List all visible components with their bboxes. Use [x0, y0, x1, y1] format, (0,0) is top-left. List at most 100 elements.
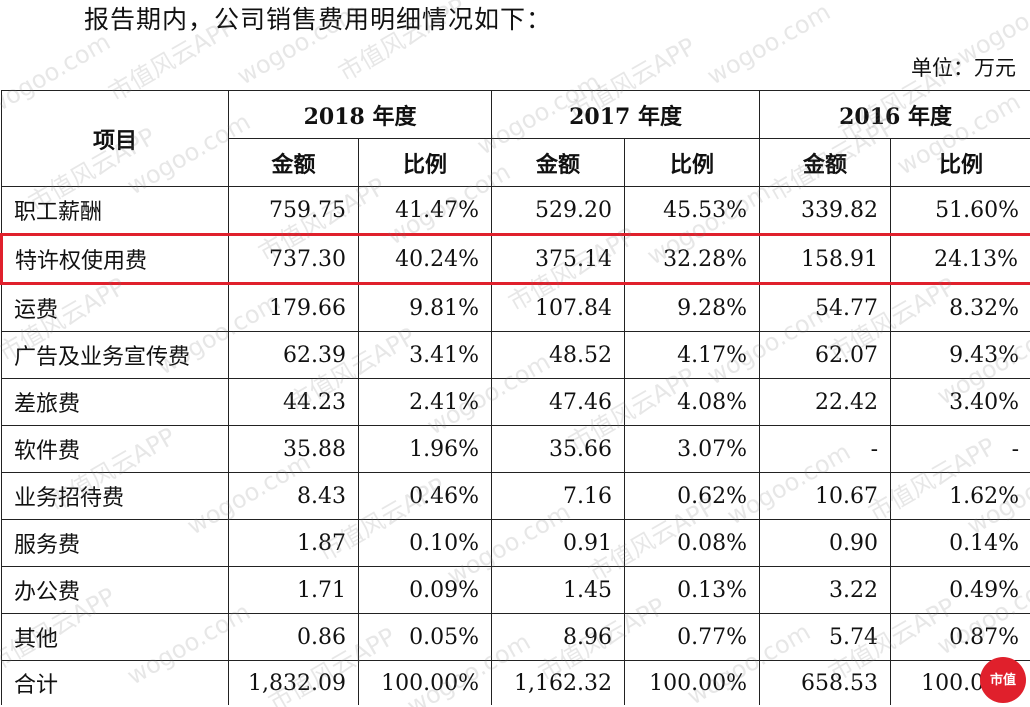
- brand-logo: 市值: [980, 657, 1026, 703]
- watermark-text: wogoo.com: [702, 0, 836, 91]
- ratio-cell: 9.81%: [357, 283, 493, 332]
- ratio-cell: 0.62%: [624, 472, 761, 520]
- header-year-2018: 2018 年度: [227, 90, 493, 139]
- ratio-cell: 4.17%: [624, 331, 761, 379]
- ratio-cell: 41.47%: [357, 186, 493, 235]
- ratio-cell: 0.10%: [357, 519, 493, 567]
- amount-cell: 10.67: [759, 472, 892, 520]
- amount-cell: 5.74: [759, 613, 892, 661]
- table-row: 服务费 1.87 0.10% 0.91 0.08% 0.90 0.14%: [1, 519, 1030, 567]
- amount-cell: 0.86: [228, 613, 359, 661]
- header-row-years: 项目 2018 年度 2017 年度 2016 年度: [1, 90, 1030, 187]
- table-row: 其他 0.86 0.05% 8.96 0.77% 5.74 0.87%: [1, 613, 1030, 661]
- row-item-label: 软件费: [1, 425, 229, 473]
- table-row: 广告及业务宣传费 62.39 3.41% 48.52 4.17% 62.07 9.43%: [1, 331, 1030, 379]
- amount-cell: 47.46: [491, 378, 626, 426]
- ratio-cell: 45.53%: [624, 186, 761, 235]
- amount-cell: 658.53: [759, 660, 892, 705]
- ratio-cell: 0.13%: [624, 566, 761, 614]
- table-row: 软件费 35.88 1.96% 35.66 3.07% - -: [1, 425, 1030, 473]
- row-item-label: 办公费: [1, 566, 229, 614]
- table-row: 运费 179.66 9.81% 107.84 9.28% 54.77 8.32%: [1, 283, 1030, 332]
- ratio-cell: -: [890, 425, 1030, 473]
- amount-cell: 7.16: [491, 472, 626, 520]
- amount-cell: 0.90: [759, 519, 892, 567]
- amount-cell: 54.77: [759, 283, 892, 332]
- ratio-cell: 0.08%: [624, 519, 761, 567]
- amount-cell: 1.71: [228, 566, 359, 614]
- amount-cell: 44.23: [228, 378, 359, 426]
- row-item-label: 运费: [1, 283, 229, 332]
- row-item-label: 职工薪酬: [1, 186, 229, 235]
- row-item-label: 合计: [1, 660, 229, 705]
- ratio-cell: 8.32%: [890, 283, 1030, 332]
- header-ratio: 比例: [890, 138, 1030, 187]
- header-ratio: 比例: [624, 138, 761, 187]
- ratio-cell: 100.00%: [624, 660, 761, 705]
- header-year-2016: 2016 年度: [759, 90, 1030, 139]
- table-body: 职工薪酬 759.75 41.47% 529.20 45.53% 339.82 51.60%…: [0, 186, 1030, 705]
- table-row: 合计 1,832.09 100.00% 1,162.32 100.00% 658.53 10…: [1, 660, 1030, 705]
- table-row: 特许权使用费 737.30 40.24% 375.14 32.28% 158.91 24.1…: [0, 233, 1030, 285]
- amount-cell: 8.96: [491, 613, 626, 661]
- row-item-label: 服务费: [1, 519, 229, 567]
- header-item: 项目: [1, 90, 229, 187]
- ratio-cell: 1.96%: [357, 425, 493, 473]
- ratio-cell: 32.28%: [624, 233, 761, 285]
- ratio-cell: 9.43%: [890, 331, 1030, 379]
- ratio-cell: 24.13%: [890, 233, 1030, 285]
- row-item-label: 广告及业务宣传费: [1, 331, 229, 379]
- ratio-cell: 3.07%: [624, 425, 761, 473]
- amount-cell: 8.43: [228, 472, 359, 520]
- amount-cell: -: [759, 425, 892, 473]
- table-row: 办公费 1.71 0.09% 1.45 0.13% 3.22 0.49%: [1, 566, 1030, 614]
- amount-cell: 179.66: [228, 283, 359, 332]
- ratio-cell: 0.77%: [624, 613, 761, 661]
- sales-expense-table: 项目 2018 年度 2017 年度 2016 年度 金额 比例 金额 比例 金…: [0, 90, 1030, 705]
- ratio-cell: 3.40%: [890, 378, 1030, 426]
- row-item-label: 其他: [1, 613, 229, 661]
- amount-cell: 62.39: [228, 331, 359, 379]
- amount-cell: 759.75: [228, 186, 359, 235]
- ratio-cell: 0.14%: [890, 519, 1030, 567]
- amount-cell: 1.45: [491, 566, 626, 614]
- row-item-label: 特许权使用费: [0, 233, 229, 285]
- amount-cell: 1,162.32: [491, 660, 626, 705]
- amount-cell: 35.66: [491, 425, 626, 473]
- amount-cell: 1.87: [228, 519, 359, 567]
- header-year-2017: 2017 年度: [491, 90, 761, 139]
- ratio-cell: 0.46%: [357, 472, 493, 520]
- row-item-label: 业务招待费: [1, 472, 229, 520]
- header-amount: 金额: [491, 138, 626, 187]
- row-item-label: 差旅费: [1, 378, 229, 426]
- ratio-cell: 51.60%: [890, 186, 1030, 235]
- amount-cell: 529.20: [491, 186, 626, 235]
- amount-cell: 48.52: [491, 331, 626, 379]
- header-ratio: 比例: [357, 138, 493, 187]
- amount-cell: 3.22: [759, 566, 892, 614]
- intro-text: 报告期内，公司销售费用明细情况如下：: [84, 5, 553, 34]
- amount-cell: 62.07: [759, 331, 892, 379]
- amount-cell: 107.84: [491, 283, 626, 332]
- amount-cell: 0.91: [491, 519, 626, 567]
- ratio-cell: 1.62%: [890, 472, 1030, 520]
- ratio-cell: 2.41%: [357, 378, 493, 426]
- ratio-cell: 4.08%: [624, 378, 761, 426]
- ratio-cell: 0.49%: [890, 566, 1030, 614]
- amount-cell: 737.30: [228, 233, 359, 285]
- ratio-cell: 3.41%: [357, 331, 493, 379]
- unit-label: 单位：万元: [911, 56, 1016, 80]
- ratio-cell: 100.00%: [357, 660, 493, 705]
- table-row: 差旅费 44.23 2.41% 47.46 4.08% 22.42 3.40%: [1, 378, 1030, 426]
- table-row: 业务招待费 8.43 0.46% 7.16 0.62% 10.67 1.62%: [1, 472, 1030, 520]
- table-row: 职工薪酬 759.75 41.47% 529.20 45.53% 339.82 51.60%: [1, 186, 1030, 235]
- amount-cell: 158.91: [759, 233, 892, 285]
- amount-cell: 375.14: [491, 233, 626, 285]
- header-amount: 金额: [228, 138, 359, 187]
- header-amount: 金额: [759, 138, 892, 187]
- ratio-cell: 9.28%: [624, 283, 761, 332]
- amount-cell: 339.82: [759, 186, 892, 235]
- ratio-cell: 0.87%: [890, 613, 1030, 661]
- ratio-cell: 0.05%: [357, 613, 493, 661]
- ratio-cell: 0.09%: [357, 566, 493, 614]
